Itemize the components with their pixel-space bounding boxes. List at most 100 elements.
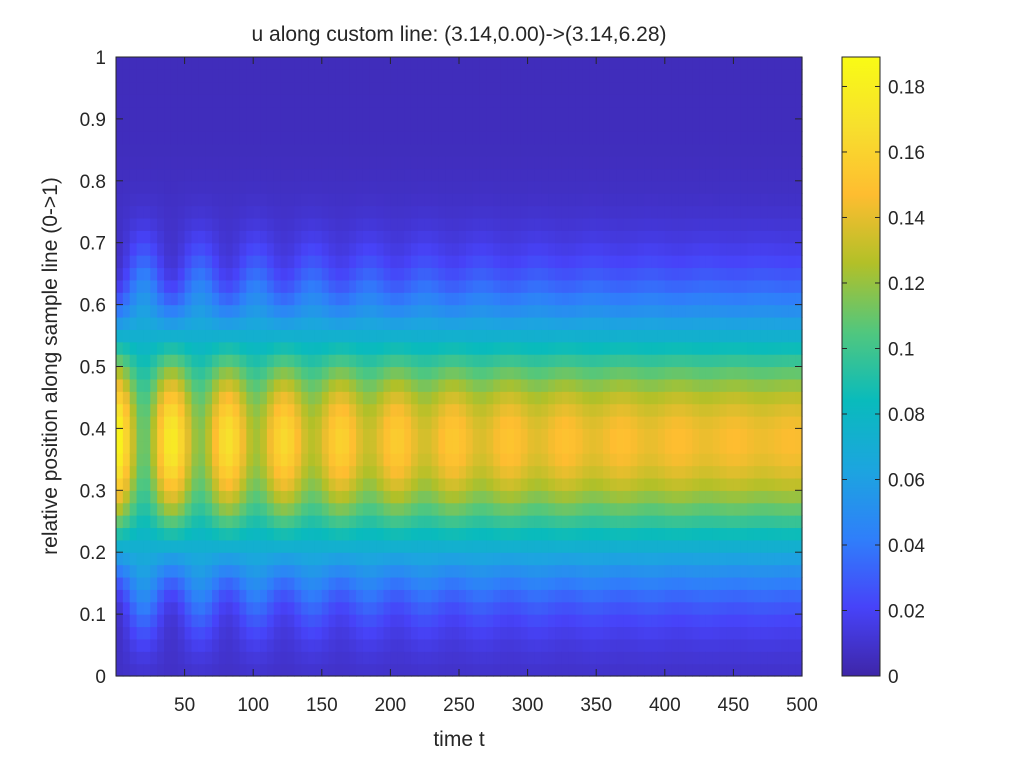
heatmap-cell (651, 651, 659, 665)
heatmap-cell (369, 316, 378, 330)
heatmap-cell (424, 279, 433, 293)
heatmap-cell (719, 267, 728, 281)
heatmap-cell (136, 205, 145, 219)
heatmap-cell (753, 168, 762, 182)
heatmap-cell (342, 552, 350, 566)
heatmap-cell (555, 378, 563, 392)
heatmap-cell (246, 416, 254, 429)
heatmap-cell (184, 589, 193, 603)
heatmap-cell (321, 539, 330, 553)
heatmap-cell (198, 255, 206, 269)
heatmap-cell (740, 651, 748, 665)
heatmap-cell (218, 106, 227, 120)
heatmap-cell (349, 416, 357, 429)
heatmap-cell (788, 242, 796, 256)
heatmap-cell (287, 292, 295, 306)
heatmap-cell (170, 329, 179, 343)
heatmap-cell (198, 94, 206, 108)
heatmap-cell (424, 292, 433, 306)
heatmap-cell (404, 118, 412, 132)
heatmap-cell (472, 663, 481, 677)
heatmap-cell (184, 304, 193, 318)
heatmap-cell (253, 242, 261, 256)
chart-title: u along custom line: (3.14,0.00)->(3.14,… (252, 23, 667, 46)
heatmap-cell (260, 292, 268, 306)
heatmap-cell (657, 354, 666, 368)
heatmap-cell (404, 341, 412, 355)
heatmap-cell (575, 465, 584, 479)
heatmap-cell (136, 515, 145, 529)
heatmap-cell (726, 341, 734, 355)
heatmap-cell (685, 391, 693, 405)
heatmap-cell (136, 589, 145, 603)
heatmap-cell (740, 242, 748, 256)
heatmap-cell (205, 416, 213, 429)
heatmap-cell (164, 515, 172, 529)
heatmap-cell (520, 391, 529, 405)
heatmap-cell (486, 106, 494, 120)
heatmap-cell (705, 193, 714, 207)
heatmap-cell (260, 316, 268, 330)
heatmap-cell (273, 589, 282, 603)
heatmap-cell (369, 576, 378, 590)
heatmap-cell (143, 614, 151, 628)
heatmap-cell (733, 255, 741, 269)
heatmap-cell (328, 217, 337, 231)
heatmap-cell (596, 589, 604, 603)
heatmap-cell (486, 242, 494, 256)
heatmap-cell (726, 638, 734, 652)
heatmap-cell (397, 81, 405, 95)
heatmap-cell (753, 180, 762, 194)
heatmap-cell (692, 354, 700, 368)
heatmap-cell (596, 564, 604, 578)
heatmap-cell (699, 267, 707, 281)
heatmap-cell (260, 502, 268, 516)
heatmap-cell (705, 663, 714, 677)
heatmap-cell (699, 292, 707, 306)
heatmap-cell (212, 539, 220, 553)
heatmap-cell (465, 539, 474, 553)
heatmap-cell (479, 428, 488, 442)
heatmap-cell (507, 366, 515, 380)
heatmap-cell (657, 94, 666, 108)
heatmap-cell (740, 614, 748, 628)
heatmap-cell (362, 378, 371, 392)
heatmap-cell (342, 589, 350, 603)
heatmap-cell (561, 416, 570, 429)
heatmap-cell (561, 638, 570, 652)
heatmap-cell (390, 106, 398, 120)
heatmap-cell (417, 304, 426, 318)
heatmap-cell (301, 316, 309, 330)
heatmap-cell (410, 180, 419, 194)
heatmap-cell (534, 391, 542, 405)
heatmap-cell (671, 106, 680, 120)
heatmap-cell (486, 638, 494, 652)
heatmap-cell (253, 131, 261, 145)
heatmap-cell (253, 403, 261, 417)
heatmap-cell (308, 378, 316, 392)
heatmap-cell (157, 329, 165, 343)
heatmap-cell (479, 614, 488, 628)
heatmap-cell (212, 106, 220, 120)
heatmap-cell (239, 453, 247, 467)
heatmap-cell (459, 57, 467, 70)
heatmap-cell (246, 267, 254, 281)
heatmap-cell (150, 440, 158, 454)
heatmap-cell (116, 403, 124, 417)
heatmap-cell (774, 651, 783, 665)
heatmap-cell (116, 118, 124, 132)
heatmap-cell (678, 57, 686, 70)
heatmap-cell (609, 378, 618, 392)
heatmap-cell (513, 329, 522, 343)
heatmap-cell (294, 304, 302, 318)
heatmap-cell (129, 539, 138, 553)
heatmap-cell (740, 329, 748, 343)
heatmap-cell (438, 428, 446, 442)
heatmap-cell (438, 626, 446, 640)
heatmap-cell (616, 69, 625, 83)
heatmap-cell (129, 255, 138, 269)
heatmap-cell (246, 601, 254, 615)
heatmap-cell (225, 156, 234, 170)
heatmap-cell (452, 490, 460, 504)
heatmap-cell (212, 69, 220, 83)
